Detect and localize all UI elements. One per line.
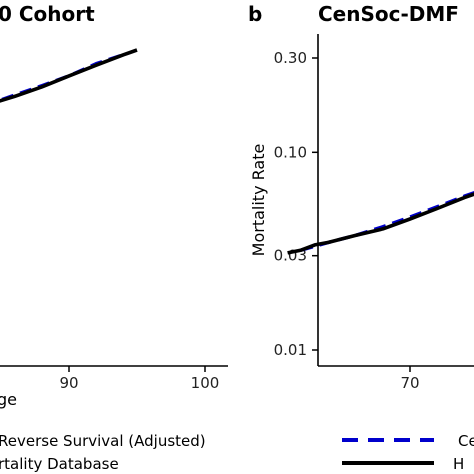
- panel-b-series-line-censoc: [300, 190, 474, 252]
- panel-a-x-label: ge: [0, 390, 17, 409]
- panel-b-y-tick-label: 0.10: [274, 143, 307, 161]
- panel-a-series-line-mortality-database: [0, 48, 138, 103]
- panel-a-plot: [0, 48, 138, 103]
- panel-b-x-tick-label: 70: [400, 374, 419, 392]
- panel-b: b CenSoc-DMF Mortality Rate 0.010.030.10…: [248, 2, 474, 392]
- panel-a-series-line-reverse-survival: [0, 53, 124, 103]
- legend-a-label-dashed: Reverse Survival (Adjusted): [0, 432, 206, 450]
- panel-a-legend: Reverse Survival (Adjusted) rtality Datab…: [0, 432, 206, 473]
- legend-b-label-solid: H: [453, 455, 464, 473]
- panel-a: 0 Cohort 90 100 ge: [0, 2, 228, 409]
- legend-a-label-solid: rtality Database: [0, 455, 119, 473]
- panel-b-title: CenSoc-DMF: [318, 2, 459, 26]
- panel-a-x-tick-label: 90: [59, 374, 78, 392]
- panel-b-legend: Ce H: [342, 432, 474, 473]
- panel-b-x-ticks: 70: [400, 366, 420, 392]
- panel-b-y-ticks: 0.010.030.100.30: [274, 49, 318, 359]
- panel-b-y-tick-label: 0.01: [274, 341, 307, 359]
- panel-b-series-line-hmd: [287, 192, 474, 255]
- panel-b-y-label: Mortality Rate: [249, 144, 268, 257]
- panel-b-y-tick-label: 0.30: [274, 49, 307, 67]
- panel-a-x-tick-label: 100: [191, 374, 220, 392]
- panel-a-title: 0 Cohort: [0, 2, 95, 26]
- legend-b-label-dashed: Ce: [458, 432, 474, 450]
- panel-b-label: b: [248, 2, 262, 26]
- panel-b-plot: [287, 190, 474, 255]
- panel-a-x-ticks: 90 100: [59, 366, 219, 392]
